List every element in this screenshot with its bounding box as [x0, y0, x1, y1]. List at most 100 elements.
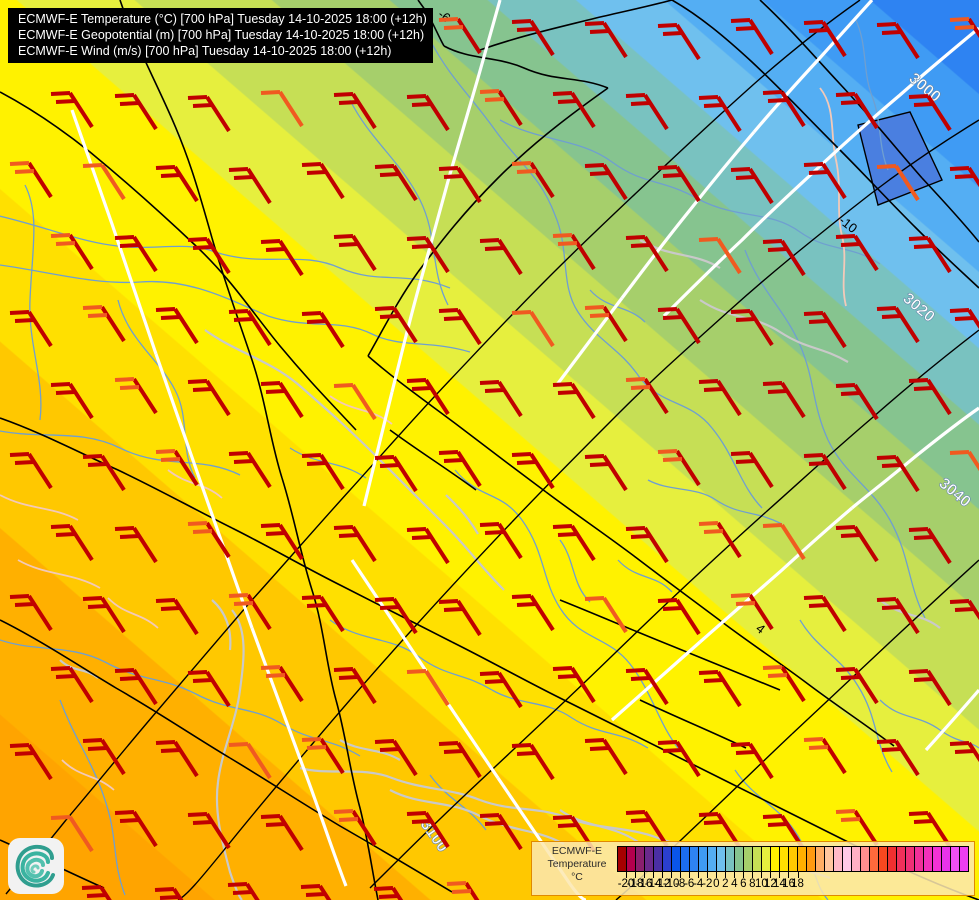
colorbar-tick	[734, 872, 736, 878]
colorbar-tick	[635, 872, 637, 878]
coastline-light	[0, 87, 847, 791]
colorbar-tick	[797, 872, 799, 878]
colorbar-tick-label: 6	[740, 878, 747, 890]
colorbar-swatch	[708, 847, 717, 871]
colorbar-tick-label: -16	[635, 878, 653, 890]
colorbar-swatch	[636, 847, 645, 871]
colorbar-swatch	[780, 847, 789, 871]
colorbar-swatch	[924, 847, 933, 871]
colorbar-tick-labels: -20 -18 -16 -14 -12 -10 -8 -6 -4 -2 0 2 4 6 8 10 12 14 16 1…	[617, 877, 969, 893]
colorbar-swatch	[825, 847, 834, 871]
colorbar-tick	[671, 872, 673, 878]
colorbar-tick-label: 16	[782, 878, 795, 890]
colorbar-swatch	[789, 847, 798, 871]
colorbar-tick-label: -18	[626, 878, 644, 890]
temperature-colorbar[interactable]	[617, 846, 969, 872]
colorbar-tick	[743, 872, 745, 878]
colorbar-swatch	[744, 847, 753, 871]
colorbar-tick	[779, 872, 781, 878]
colorbar-wrap: -20 -18 -16 -14 -12 -10 -8 -6 -4 -2 0 2 4 6 8 10 12 14 16 1…	[617, 846, 969, 893]
colorbar-tick	[662, 872, 664, 878]
colorbar-tick	[752, 872, 754, 878]
colorbar-tick-label: -4	[693, 878, 704, 890]
colorbar-tick	[680, 872, 682, 878]
colorbar-swatch	[618, 847, 627, 871]
colorbar-tick	[761, 872, 763, 878]
cyclone-spiral-icon	[8, 838, 64, 894]
colorbar-tick	[653, 872, 655, 878]
colorbar-swatch	[915, 847, 924, 871]
colorbar-swatch	[951, 847, 960, 871]
colorbar-swatch	[645, 847, 654, 871]
colorbar-tick-label: 14	[773, 878, 786, 890]
colorbar-swatch	[735, 847, 744, 871]
colorbar-swatch	[690, 847, 699, 871]
colorbar-tick	[698, 872, 700, 878]
colorbar-swatch	[672, 847, 681, 871]
colorbar-tick-label: -12	[653, 878, 671, 890]
colorbar-swatch	[870, 847, 879, 871]
temperature-cold-patch	[857, 111, 943, 206]
colorbar-tick-label: -6	[684, 878, 695, 890]
colorbar-swatch	[663, 847, 672, 871]
colorbar-tick	[725, 872, 727, 878]
colorbar-swatch	[879, 847, 888, 871]
colorbar-swatch	[726, 847, 735, 871]
colorbar-tick-label: -2	[702, 878, 713, 890]
legend-unit-label: °C	[571, 871, 583, 883]
colorbar-tick	[689, 872, 691, 878]
colorbar-swatch	[762, 847, 771, 871]
colorbar-tick	[707, 872, 709, 878]
temperature-contours	[5, 0, 979, 900]
colorbar-swatch	[834, 847, 843, 871]
colorbar-swatch	[816, 847, 825, 871]
colorbar-swatch	[771, 847, 780, 871]
colorbar-legend-panel: ECMWF-E Temperature °C -20 -18 -16 -14 -12 -1…	[531, 841, 975, 896]
river-network	[0, 17, 979, 900]
colorbar-swatch	[843, 847, 852, 871]
colorbar-swatch	[942, 847, 951, 871]
colorbar-tick	[716, 872, 718, 878]
colorbar-ticks	[617, 872, 969, 878]
colorbar-swatch	[906, 847, 915, 871]
colorbar-swatch	[798, 847, 807, 871]
colorbar-tick-label: -8	[675, 878, 686, 890]
colorbar-tick-label: 4	[731, 878, 738, 890]
colorbar-tick	[770, 872, 772, 878]
legend-variable-label: Temperature	[547, 858, 607, 870]
colorbar-tick	[644, 872, 646, 878]
colorbar-tick-label: -10	[662, 878, 680, 890]
colorbar-swatch	[654, 847, 663, 871]
map-title-box: ECMWF-E Temperature (°C) [700 hPa] Tuesd…	[8, 8, 433, 63]
colorbar-swatch	[699, 847, 708, 871]
colorbar-swatch	[852, 847, 861, 871]
colorbar-tick	[626, 872, 628, 878]
title-line-wind: ECMWF-E Wind (m/s) [700 hPa] Tuesday 14-…	[18, 44, 392, 58]
colorbar-tick	[788, 872, 790, 878]
legend-model-label: ECMWF-E	[551, 845, 603, 857]
colorbar-swatch	[888, 847, 897, 871]
colorbar-tick-label: 0	[713, 878, 720, 890]
colorbar-tick-label: 2	[722, 878, 729, 890]
colorbar-swatch	[627, 847, 636, 871]
colorbar-tick-label: 8	[749, 878, 756, 890]
title-line-temperature: ECMWF-E Temperature (°C) [700 hPa] Tuesd…	[18, 12, 427, 26]
legend-caption: ECMWF-E Temperature °C	[538, 845, 616, 884]
colorbar-swatch	[861, 847, 870, 871]
colorbar-tick-label: 10	[755, 878, 768, 890]
colorbar-swatch	[807, 847, 816, 871]
colorbar-swatch	[717, 847, 726, 871]
colorbar-swatch	[681, 847, 690, 871]
colorbar-swatch	[897, 847, 906, 871]
title-line-geopotential: ECMWF-E Geopotential (m) [700 hPa] Tuesd…	[18, 28, 425, 42]
colorbar-tick-label: -20	[617, 878, 635, 890]
colorbar-tick-label: -14	[644, 878, 662, 890]
app-logo[interactable]	[8, 838, 64, 894]
colorbar-swatch	[960, 847, 968, 871]
colorbar-tick-label: 12	[764, 878, 777, 890]
colorbar-swatch	[753, 847, 762, 871]
colorbar-swatch	[933, 847, 942, 871]
